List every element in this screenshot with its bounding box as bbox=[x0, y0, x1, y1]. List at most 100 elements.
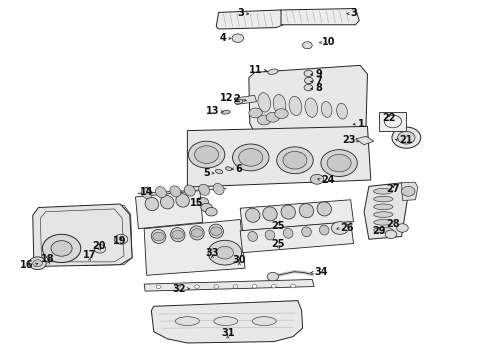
Ellipse shape bbox=[235, 99, 243, 104]
Ellipse shape bbox=[374, 212, 393, 217]
Ellipse shape bbox=[374, 204, 393, 210]
Polygon shape bbox=[240, 222, 353, 253]
Circle shape bbox=[304, 84, 313, 91]
Circle shape bbox=[305, 77, 313, 84]
Polygon shape bbox=[249, 66, 368, 131]
Polygon shape bbox=[144, 220, 245, 275]
Circle shape bbox=[210, 227, 222, 235]
Ellipse shape bbox=[213, 184, 224, 194]
Polygon shape bbox=[216, 10, 283, 29]
Ellipse shape bbox=[214, 317, 238, 325]
Ellipse shape bbox=[175, 317, 199, 325]
Circle shape bbox=[195, 146, 219, 163]
Ellipse shape bbox=[263, 207, 277, 221]
Text: 11: 11 bbox=[249, 65, 262, 75]
Text: 2: 2 bbox=[233, 94, 240, 104]
Text: 25: 25 bbox=[271, 239, 284, 249]
Ellipse shape bbox=[337, 103, 347, 119]
Ellipse shape bbox=[252, 317, 276, 325]
Circle shape bbox=[277, 147, 313, 174]
Text: 17: 17 bbox=[83, 251, 96, 260]
Ellipse shape bbox=[209, 224, 223, 238]
Circle shape bbox=[216, 246, 233, 259]
Ellipse shape bbox=[199, 184, 210, 195]
Text: 33: 33 bbox=[206, 248, 219, 258]
Ellipse shape bbox=[155, 186, 167, 198]
Circle shape bbox=[252, 284, 257, 288]
Circle shape bbox=[271, 284, 276, 288]
Text: 21: 21 bbox=[400, 135, 413, 145]
Polygon shape bbox=[234, 95, 257, 104]
Circle shape bbox=[94, 244, 106, 253]
Ellipse shape bbox=[245, 208, 260, 222]
Ellipse shape bbox=[221, 111, 230, 114]
Ellipse shape bbox=[171, 228, 185, 242]
Polygon shape bbox=[33, 204, 132, 266]
Text: 10: 10 bbox=[322, 37, 335, 48]
Circle shape bbox=[398, 131, 415, 144]
Text: 8: 8 bbox=[315, 83, 322, 93]
Circle shape bbox=[331, 222, 349, 234]
Polygon shape bbox=[136, 190, 203, 229]
Circle shape bbox=[153, 232, 164, 241]
Ellipse shape bbox=[160, 195, 174, 209]
Text: 30: 30 bbox=[232, 255, 246, 265]
Text: 13: 13 bbox=[206, 106, 219, 116]
Circle shape bbox=[195, 285, 199, 288]
Text: 34: 34 bbox=[314, 267, 328, 278]
Text: 28: 28 bbox=[386, 219, 400, 229]
Circle shape bbox=[42, 234, 81, 262]
Circle shape bbox=[239, 149, 263, 166]
Circle shape bbox=[310, 174, 324, 184]
Ellipse shape bbox=[299, 204, 314, 218]
Circle shape bbox=[283, 152, 307, 169]
Circle shape bbox=[188, 141, 225, 168]
Text: 29: 29 bbox=[373, 226, 386, 237]
Circle shape bbox=[303, 42, 312, 49]
Ellipse shape bbox=[374, 196, 393, 202]
Polygon shape bbox=[364, 183, 408, 239]
Ellipse shape bbox=[145, 197, 159, 211]
Text: 4: 4 bbox=[220, 33, 227, 43]
Text: 9: 9 bbox=[315, 69, 322, 79]
Ellipse shape bbox=[268, 69, 278, 75]
Circle shape bbox=[304, 70, 313, 77]
Polygon shape bbox=[187, 126, 371, 187]
Circle shape bbox=[392, 127, 421, 148]
Ellipse shape bbox=[281, 205, 295, 219]
Ellipse shape bbox=[258, 93, 270, 112]
Text: 6: 6 bbox=[235, 164, 242, 174]
Text: 31: 31 bbox=[221, 328, 234, 338]
Circle shape bbox=[233, 285, 238, 288]
Ellipse shape bbox=[374, 220, 393, 225]
Ellipse shape bbox=[283, 228, 293, 238]
Ellipse shape bbox=[225, 167, 232, 171]
Circle shape bbox=[275, 109, 288, 118]
Ellipse shape bbox=[321, 102, 332, 117]
Text: 5: 5 bbox=[204, 168, 210, 178]
Text: 3: 3 bbox=[351, 9, 357, 18]
Polygon shape bbox=[151, 301, 303, 343]
Circle shape bbox=[33, 260, 42, 267]
Circle shape bbox=[191, 229, 203, 237]
Ellipse shape bbox=[302, 227, 311, 237]
Text: 26: 26 bbox=[340, 222, 354, 233]
Text: 27: 27 bbox=[386, 184, 400, 194]
Ellipse shape bbox=[374, 227, 393, 233]
Text: 22: 22 bbox=[382, 113, 396, 123]
Polygon shape bbox=[355, 136, 374, 145]
Polygon shape bbox=[240, 200, 353, 231]
Ellipse shape bbox=[184, 185, 195, 196]
Text: 14: 14 bbox=[140, 187, 154, 197]
Ellipse shape bbox=[319, 225, 329, 235]
Ellipse shape bbox=[265, 230, 275, 240]
Text: 3: 3 bbox=[237, 9, 244, 18]
Ellipse shape bbox=[317, 202, 331, 216]
Polygon shape bbox=[144, 279, 314, 291]
Text: 23: 23 bbox=[342, 135, 355, 145]
Ellipse shape bbox=[141, 188, 152, 198]
Text: 24: 24 bbox=[321, 175, 334, 185]
Circle shape bbox=[397, 224, 408, 232]
Text: 1: 1 bbox=[358, 118, 365, 129]
Circle shape bbox=[206, 207, 217, 216]
